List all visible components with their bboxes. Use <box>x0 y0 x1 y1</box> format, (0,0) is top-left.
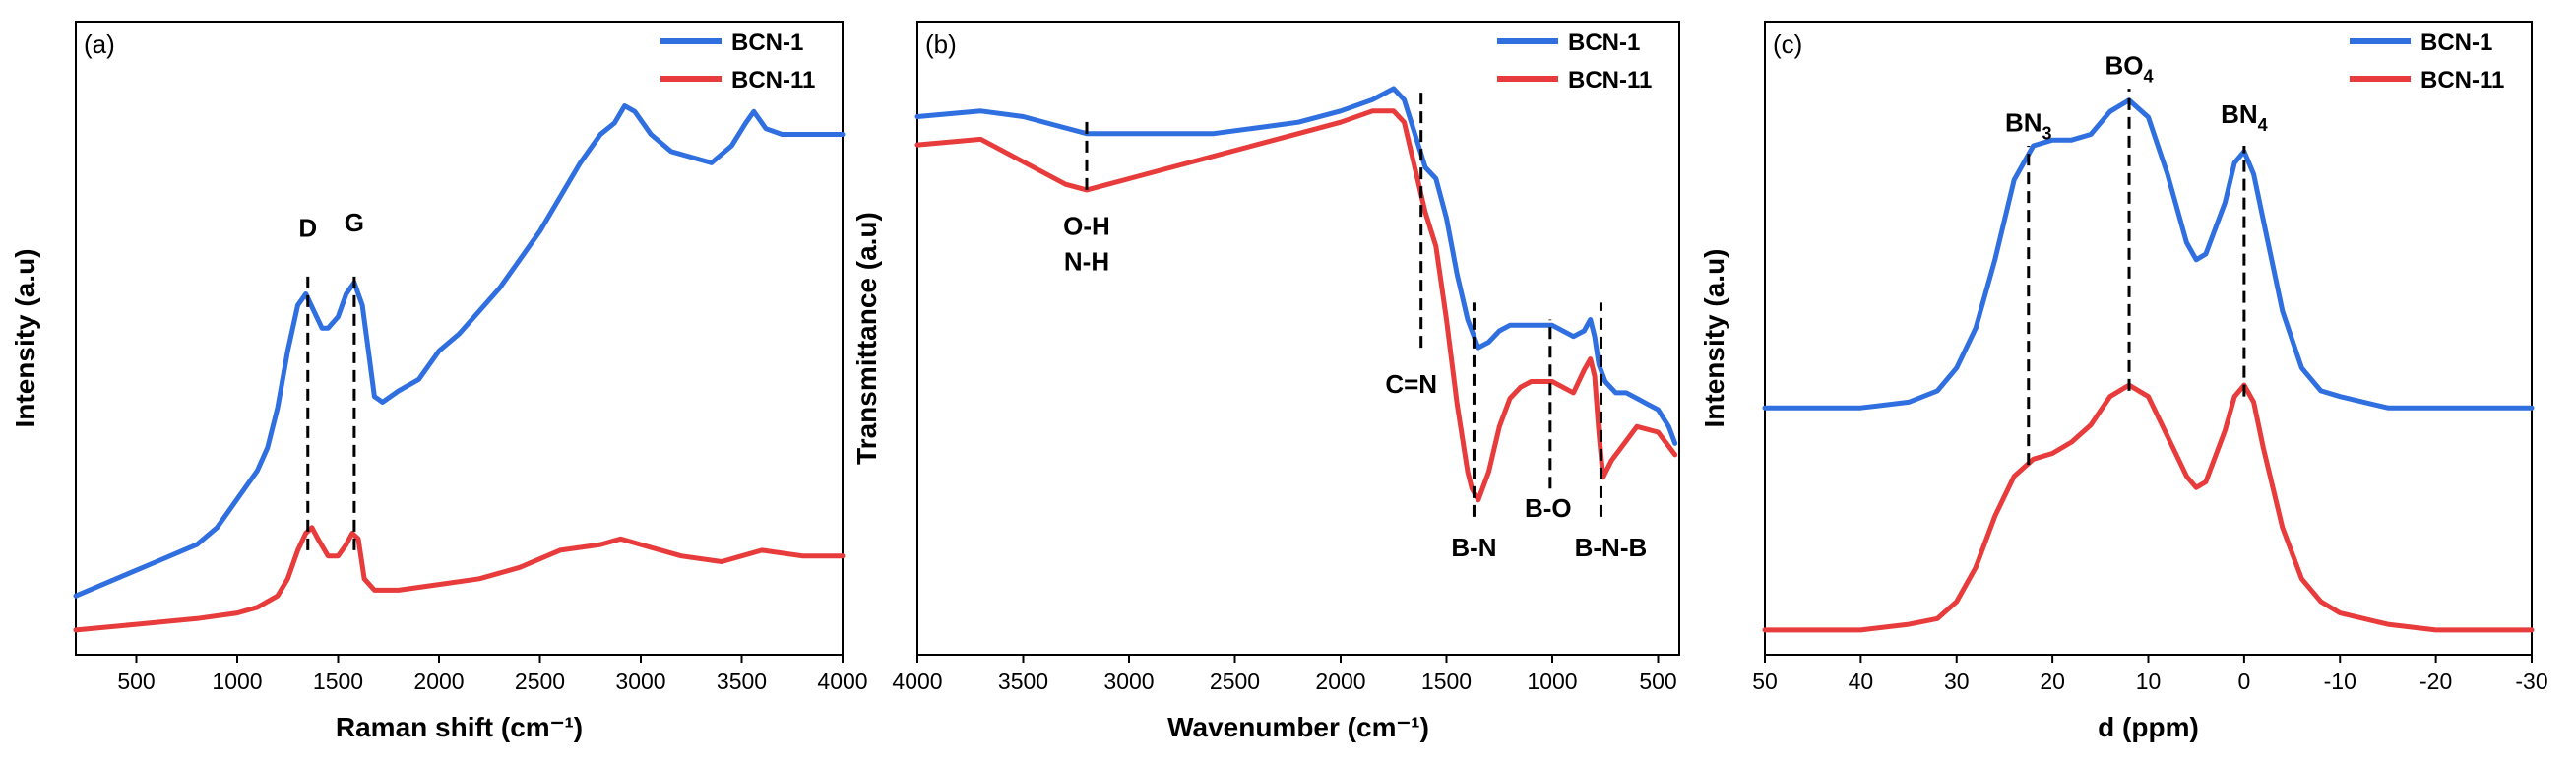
series-line-bcn-11 <box>914 108 1678 503</box>
series-line-bcn-1 <box>1762 97 2535 411</box>
x-axis-title: Wavenumber (cm⁻¹) <box>1167 712 1429 742</box>
annotation-label: C=N <box>1385 369 1437 399</box>
annotation-label: N-H <box>1064 247 1109 277</box>
annotation-subscript: 3 <box>2042 124 2052 144</box>
x-tick-label: 2000 <box>1315 669 1365 694</box>
x-tick-label: 500 <box>1639 669 1676 694</box>
x-tick-label: 3000 <box>1103 669 1154 694</box>
chart-panel-3: 50 40 30 20 10 0 -10 -20 -30 d (ppm) Intensity (a.… <box>1699 21 2548 742</box>
x-tick-label: 3500 <box>717 669 767 694</box>
x-tick-label: 10 <box>2136 669 2162 694</box>
x-tick-label: 500 <box>117 669 155 694</box>
chart-panel-2: 4000 3500 3000 2500 2000 1500 1000 500 Wavenumbe… <box>851 21 1680 742</box>
panel-label: (c) <box>1773 30 1802 59</box>
x-tick-label: -10 <box>2324 669 2356 694</box>
annotation-label: O-H <box>1063 212 1110 241</box>
x-tick-label: 2500 <box>515 669 565 694</box>
x-axis-title: Raman shift (cm⁻¹) <box>336 712 583 742</box>
x-tick-label: 1500 <box>313 669 363 694</box>
y-axis-title: Intensity (a.u) <box>10 248 40 427</box>
annotation-subscript: 4 <box>2144 67 2154 87</box>
annotation-label: D <box>298 214 317 243</box>
chart-panel-1: 500 1000 1500 2000 2500 3000 3500 4000 Raman shi… <box>10 21 868 742</box>
legend-label-bcn-11: BCN-11 <box>1568 67 1652 94</box>
x-tick-label: 3000 <box>615 669 665 694</box>
annotation-label: BN4 <box>2221 99 2268 135</box>
x-tick-label: 3500 <box>998 669 1048 694</box>
annotation-label: B-N-B <box>1575 533 1648 562</box>
x-tick-label: 4000 <box>817 669 867 694</box>
y-axis-title: Transmittance (a.u) <box>851 212 882 465</box>
plot-frame <box>916 21 1680 656</box>
annotation-subscript: 4 <box>2258 115 2268 135</box>
annotation-label: B-O <box>1525 493 1572 523</box>
series-line-bcn-11 <box>1762 382 2535 633</box>
x-tick-label: 50 <box>1752 669 1778 694</box>
x-tick-label: 0 <box>2237 669 2250 694</box>
x-tick-label: 2500 <box>1210 669 1260 694</box>
x-tick-label: 1500 <box>1421 669 1472 694</box>
plot-frame <box>75 21 844 656</box>
x-tick-label: 30 <box>1944 669 1970 694</box>
legend-label-bcn-1: BCN-1 <box>2420 30 2492 56</box>
series-line-bcn-11 <box>73 525 846 633</box>
x-tick-label: 20 <box>2040 669 2065 694</box>
x-tick-label: 1000 <box>212 669 262 694</box>
x-tick-label: 4000 <box>892 669 942 694</box>
legend-label-bcn-1: BCN-1 <box>1568 30 1640 56</box>
annotation-label: BO4 <box>2105 51 2154 87</box>
panel-label: (a) <box>84 30 115 59</box>
annotation-label: BN3 <box>2005 108 2052 144</box>
y-axis-title: Intensity (a.u) <box>1699 248 1729 427</box>
x-tick-label: -20 <box>2419 669 2452 694</box>
legend-label-bcn-11: BCN-11 <box>731 67 815 94</box>
legend-label-bcn-1: BCN-1 <box>731 30 803 56</box>
annotation-label: G <box>345 208 364 237</box>
series-line-bcn-1 <box>914 86 1678 446</box>
panel-label: (b) <box>925 30 957 59</box>
x-tick-label: 40 <box>1849 669 1874 694</box>
x-tick-label: 1000 <box>1527 669 1577 694</box>
annotation-label: B-N <box>1451 533 1496 562</box>
series-line-bcn-1 <box>73 103 846 599</box>
x-axis-title: d (ppm) <box>2098 712 2199 742</box>
legend-label-bcn-11: BCN-11 <box>2420 67 2504 94</box>
x-tick-label: -30 <box>2515 669 2547 694</box>
x-tick-label: 2000 <box>413 669 464 694</box>
